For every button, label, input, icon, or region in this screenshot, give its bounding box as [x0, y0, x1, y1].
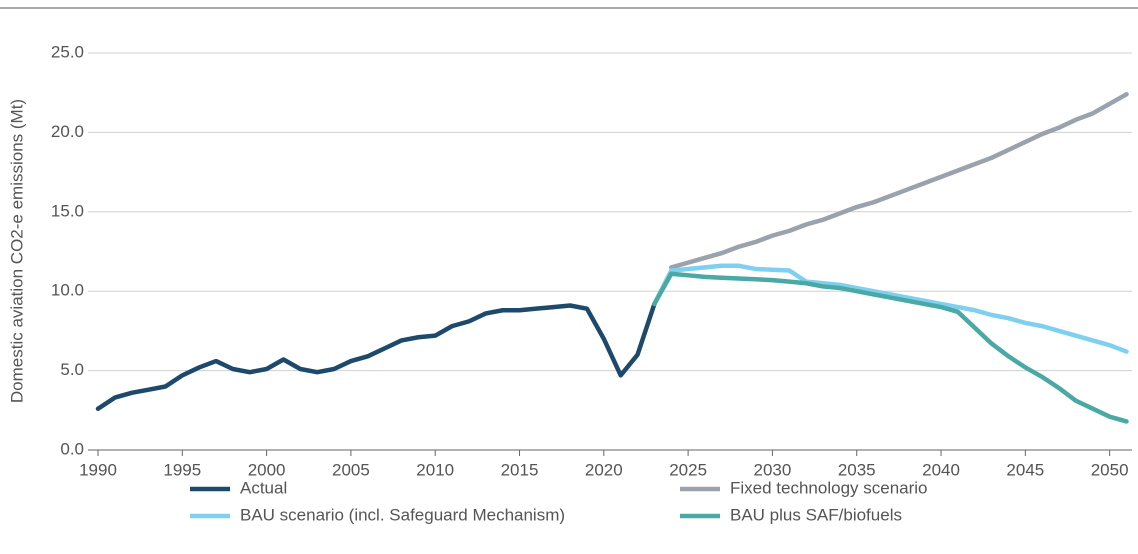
y-tick-label: 0.0	[60, 439, 84, 458]
x-tick-label: 2015	[501, 460, 539, 479]
y-axis-label: Domestic aviation CO2-e emissions (Mt)	[7, 99, 26, 403]
y-tick-label: 10.0	[51, 281, 84, 300]
x-tick-label: 2010	[416, 460, 454, 479]
legend-label: Actual	[240, 478, 287, 497]
x-tick-label: 2005	[332, 460, 370, 479]
y-tick-label: 25.0	[51, 42, 84, 61]
y-tick-label: 5.0	[60, 360, 84, 379]
y-tick-label: 15.0	[51, 201, 84, 220]
legend-label: BAU scenario (incl. Safeguard Mechanism)	[240, 505, 565, 524]
x-tick-label: 2030	[754, 460, 792, 479]
legend-label: BAU plus SAF/biofuels	[730, 505, 902, 524]
series-line	[669, 92, 1129, 270]
x-tick-label: 2035	[838, 460, 876, 479]
x-tick-label: 2000	[248, 460, 286, 479]
x-tick-label: 1990	[79, 460, 117, 479]
series-line	[652, 271, 1129, 424]
x-tick-label: 2050	[1091, 460, 1129, 479]
x-tick-label: 2045	[1006, 460, 1044, 479]
y-tick-label: 20.0	[51, 122, 84, 141]
x-tick-label: 2020	[585, 460, 623, 479]
x-tick-label: 2040	[922, 460, 960, 479]
series-line	[95, 301, 657, 411]
legend-label: Fixed technology scenario	[730, 478, 928, 497]
series-line	[652, 263, 1129, 354]
x-tick-label: 2025	[669, 460, 707, 479]
x-tick-label: 1995	[163, 460, 201, 479]
